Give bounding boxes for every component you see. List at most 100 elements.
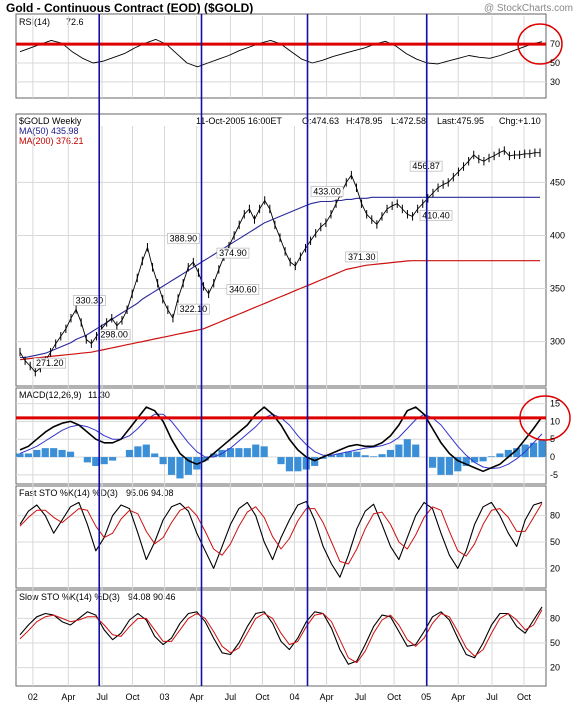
chart-title: Gold - Continuous Contract (EOD) ($GOLD) <box>6 1 253 15</box>
rsi-tick-label: 30 <box>550 77 560 87</box>
annotation-box <box>167 232 200 244</box>
macd-panel: MACD(12,26,9) 11.30 <box>15 387 547 485</box>
macd-histogram-bar <box>83 457 91 463</box>
price-tick-label: 400 <box>550 230 565 240</box>
rsi-label: RSI(14) <box>19 17 50 27</box>
macd-histogram-bar <box>538 439 546 458</box>
x-tick-label: Apr <box>320 692 334 702</box>
price-annotation: 371.30 <box>345 251 379 263</box>
macd-histogram-bar <box>24 453 32 458</box>
macd-histogram-bar <box>353 451 361 458</box>
ma50-label: MA(50) 435.98 <box>19 126 79 136</box>
price-annotation: 433.00 <box>310 186 344 197</box>
fast-sto-tick-label: 80 <box>550 511 560 521</box>
x-tick-label: Jul <box>96 692 108 702</box>
macd-histogram-bar <box>311 457 319 466</box>
macd-histogram-bar <box>176 457 184 479</box>
macd-histogram-bar <box>100 457 108 465</box>
annotation-label: 330.30 <box>76 295 104 305</box>
macd-tick-label: 15 <box>550 399 560 409</box>
macd-histogram-bar <box>50 448 58 458</box>
stats-last: Last:475.95 <box>437 116 484 126</box>
macd-histogram-bar <box>16 453 24 458</box>
series-layer <box>16 38 546 665</box>
annotation-box <box>216 247 250 259</box>
rsi-highlight-circle <box>517 23 563 65</box>
rsi-tick-label: 70 <box>550 39 560 49</box>
macd-histogram-bar <box>395 444 403 458</box>
price-panel-frame <box>15 113 547 387</box>
macd-histogram-bar <box>235 448 243 458</box>
macd-histogram-bar <box>33 449 41 458</box>
annotation-box <box>177 303 210 315</box>
macd-histogram-bar <box>386 449 395 458</box>
macd-tick-label: 10 <box>550 416 560 426</box>
price-annotation: 271.20 <box>33 357 67 369</box>
x-tick-label: Oct <box>125 692 140 702</box>
macd-histogram-bar <box>479 457 487 462</box>
macd-histogram-bar <box>58 449 66 458</box>
price-annotation: 298.00 <box>97 329 131 340</box>
overlay-layer: 271.20 330.30 298.00 388.90 374.90 340.60 322.… <box>16 14 571 686</box>
macd-tick-label: 5 <box>550 434 555 444</box>
macd-histogram-bar <box>109 457 117 461</box>
x-tick-label: 03 <box>160 692 170 702</box>
stats-open: O:474.63 <box>302 116 339 126</box>
price-line <box>19 150 540 373</box>
fast-sto-k-line <box>19 500 543 578</box>
rsi-panel: RSI(14) 72.6 <box>15 13 547 99</box>
price-annotation: 322.10 <box>177 303 210 315</box>
x-tick-label: Jul <box>225 692 237 702</box>
slow-sto-tick-label: 50 <box>550 638 560 648</box>
macd-histogram-bar <box>226 448 235 458</box>
x-tick-label: 05 <box>421 692 431 702</box>
annotation-label: 388.90 <box>170 233 198 243</box>
macd-tick-label: 0 <box>550 452 555 462</box>
macd-histogram-bar <box>302 457 310 470</box>
stats-change: Chg:+1.10 <box>499 116 541 126</box>
macd-histogram-bar <box>285 457 293 472</box>
macd-histogram-bar <box>454 457 462 472</box>
macd-tick-label: -5 <box>550 470 558 480</box>
macd-histogram-bar <box>327 455 336 458</box>
slow-sto-tick-label: 80 <box>550 613 560 623</box>
annotation-box <box>310 186 344 197</box>
macd-label: MACD(12,26,9) <box>19 390 82 400</box>
macd-histogram-bar <box>210 453 218 458</box>
annotation-label: 410.40 <box>422 210 450 220</box>
x-tick-label: Oct <box>387 692 402 702</box>
price-annotation: 410.40 <box>419 210 453 221</box>
price-tick-label: 300 <box>550 337 565 347</box>
macd-histogram-bar <box>41 448 49 458</box>
stats-low: L:472.58 <box>391 116 426 126</box>
macd-histogram-bar <box>201 457 209 461</box>
annotation-label: 271.20 <box>36 358 64 368</box>
slow-sto-d-line <box>19 609 543 664</box>
macd-histogram-bar <box>243 448 251 458</box>
annotation-label: 298.00 <box>100 330 128 340</box>
annotation-box <box>97 329 131 340</box>
macd-histogram-bar <box>151 453 159 458</box>
macd-histogram-bar <box>445 457 453 475</box>
annotation-label: 433.00 <box>313 186 341 196</box>
macd-histogram-bar <box>403 439 411 458</box>
rsi-panel-frame <box>15 13 547 99</box>
slow-sto-panel-frame <box>15 589 547 687</box>
annotation-box <box>226 284 260 295</box>
price-annotation: 388.90 <box>167 232 200 244</box>
price-tick-label: 350 <box>550 284 565 294</box>
macd-line <box>19 406 543 473</box>
slow-sto-value: 94.08 90.46 <box>128 592 176 602</box>
price-annotation: 330.30 <box>73 295 106 306</box>
price-panel: $GOLD Weekly MA(50) 435.98 MA(200) 376.2… <box>15 113 547 387</box>
slow-sto-panel: Slow STO %K(14) %D(3) 94.08 90.46 <box>15 589 547 687</box>
annotation-box <box>73 295 106 306</box>
x-tick-label: Oct <box>517 692 532 702</box>
annotation-box <box>419 210 453 221</box>
fast-sto-d-line <box>19 502 543 565</box>
price-tick-label: 450 <box>550 177 565 187</box>
x-tick-label: Oct <box>255 692 270 702</box>
brand-label: @ StockCharts.com <box>484 3 573 14</box>
x-axis: 02 Apr Jul Oct 03 Apr Jul Oct 04 Apr Jul Oct 05 Apr Ju… <box>28 39 565 702</box>
